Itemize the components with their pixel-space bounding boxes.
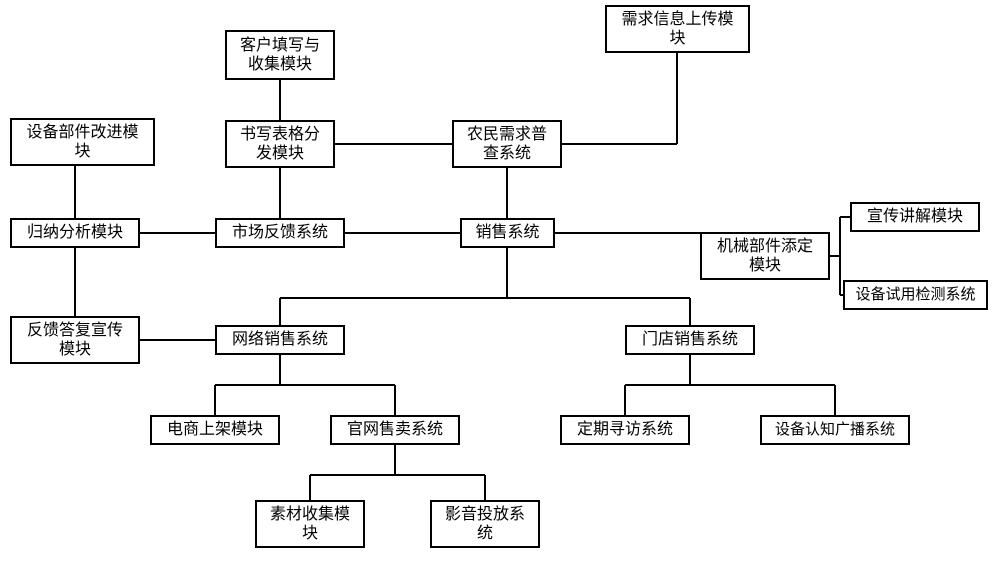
node-label: 官网售卖系统 bbox=[347, 420, 443, 439]
node-label: 门店销售系统 bbox=[642, 330, 738, 349]
node-n_promo_explain: 宣传讲解模块 bbox=[850, 202, 980, 232]
node-n_official_site: 官网售卖系统 bbox=[330, 415, 460, 445]
node-n_ecom_listing: 电商上架模块 bbox=[150, 415, 280, 445]
node-n_material_collect: 素材收集模 块 bbox=[255, 500, 365, 548]
node-label: 宣传讲解模块 bbox=[867, 207, 963, 226]
node-n_equip_improve: 设备部件改进模 块 bbox=[10, 118, 155, 166]
node-n_feedback_reply: 反馈答复宣传 模块 bbox=[10, 316, 140, 364]
node-n_demand_upload: 需求信息上传模 块 bbox=[605, 5, 750, 53]
node-n_online_sales: 网络销售系统 bbox=[215, 325, 345, 355]
node-n_induct_analysis: 归纳分析模块 bbox=[10, 218, 140, 248]
node-label: 机械部件添定 模块 bbox=[717, 237, 813, 275]
node-n_farmer_survey: 农民需求普 查系统 bbox=[452, 120, 562, 168]
node-label: 素材收集模 块 bbox=[270, 505, 350, 543]
node-label: 农民需求普 查系统 bbox=[467, 125, 547, 163]
node-n_store_sales: 门店销售系统 bbox=[625, 325, 755, 355]
node-n_form_dist: 书写表格分 发模块 bbox=[225, 120, 335, 168]
node-n_customer_fill: 客户填写与 收集模块 bbox=[225, 30, 335, 80]
node-label: 归纳分析模块 bbox=[27, 223, 123, 242]
node-n_av_delivery: 影音投放系 统 bbox=[430, 500, 540, 548]
node-label: 客户填写与 收集模块 bbox=[240, 36, 320, 74]
node-n_equip_trial: 设备试用检测系统 bbox=[843, 280, 988, 310]
node-label: 反馈答复宣传 模块 bbox=[27, 321, 123, 359]
node-label: 设备认知广播系统 bbox=[775, 421, 895, 439]
node-n_periodic_visit: 定期寻访系统 bbox=[560, 415, 690, 445]
node-label: 市场反馈系统 bbox=[232, 223, 328, 242]
node-label: 设备试用检测系统 bbox=[855, 286, 975, 304]
node-label: 网络销售系统 bbox=[232, 330, 328, 349]
node-n_market_feedback: 市场反馈系统 bbox=[215, 218, 345, 248]
node-label: 书写表格分 发模块 bbox=[240, 125, 320, 163]
node-label: 电商上架模块 bbox=[167, 420, 263, 439]
diagram-canvas: 需求信息上传模 块客户填写与 收集模块设备部件改进模 块 书写表格分 发模块 农民需… bbox=[0, 0, 1000, 582]
node-label: 设备部件改进模 块 bbox=[26, 123, 138, 161]
node-n_equip_broadcast: 设备认知广播系统 bbox=[760, 415, 910, 445]
node-n_sales_system: 销售系统 bbox=[460, 218, 555, 248]
node-label: 影音投放系 统 bbox=[445, 505, 525, 543]
node-n_mech_parts: 机械部件添定 模块 bbox=[700, 232, 830, 280]
node-label: 定期寻访系统 bbox=[577, 420, 673, 439]
node-label: 销售系统 bbox=[475, 223, 539, 242]
node-label: 需求信息上传模 块 bbox=[621, 10, 733, 48]
